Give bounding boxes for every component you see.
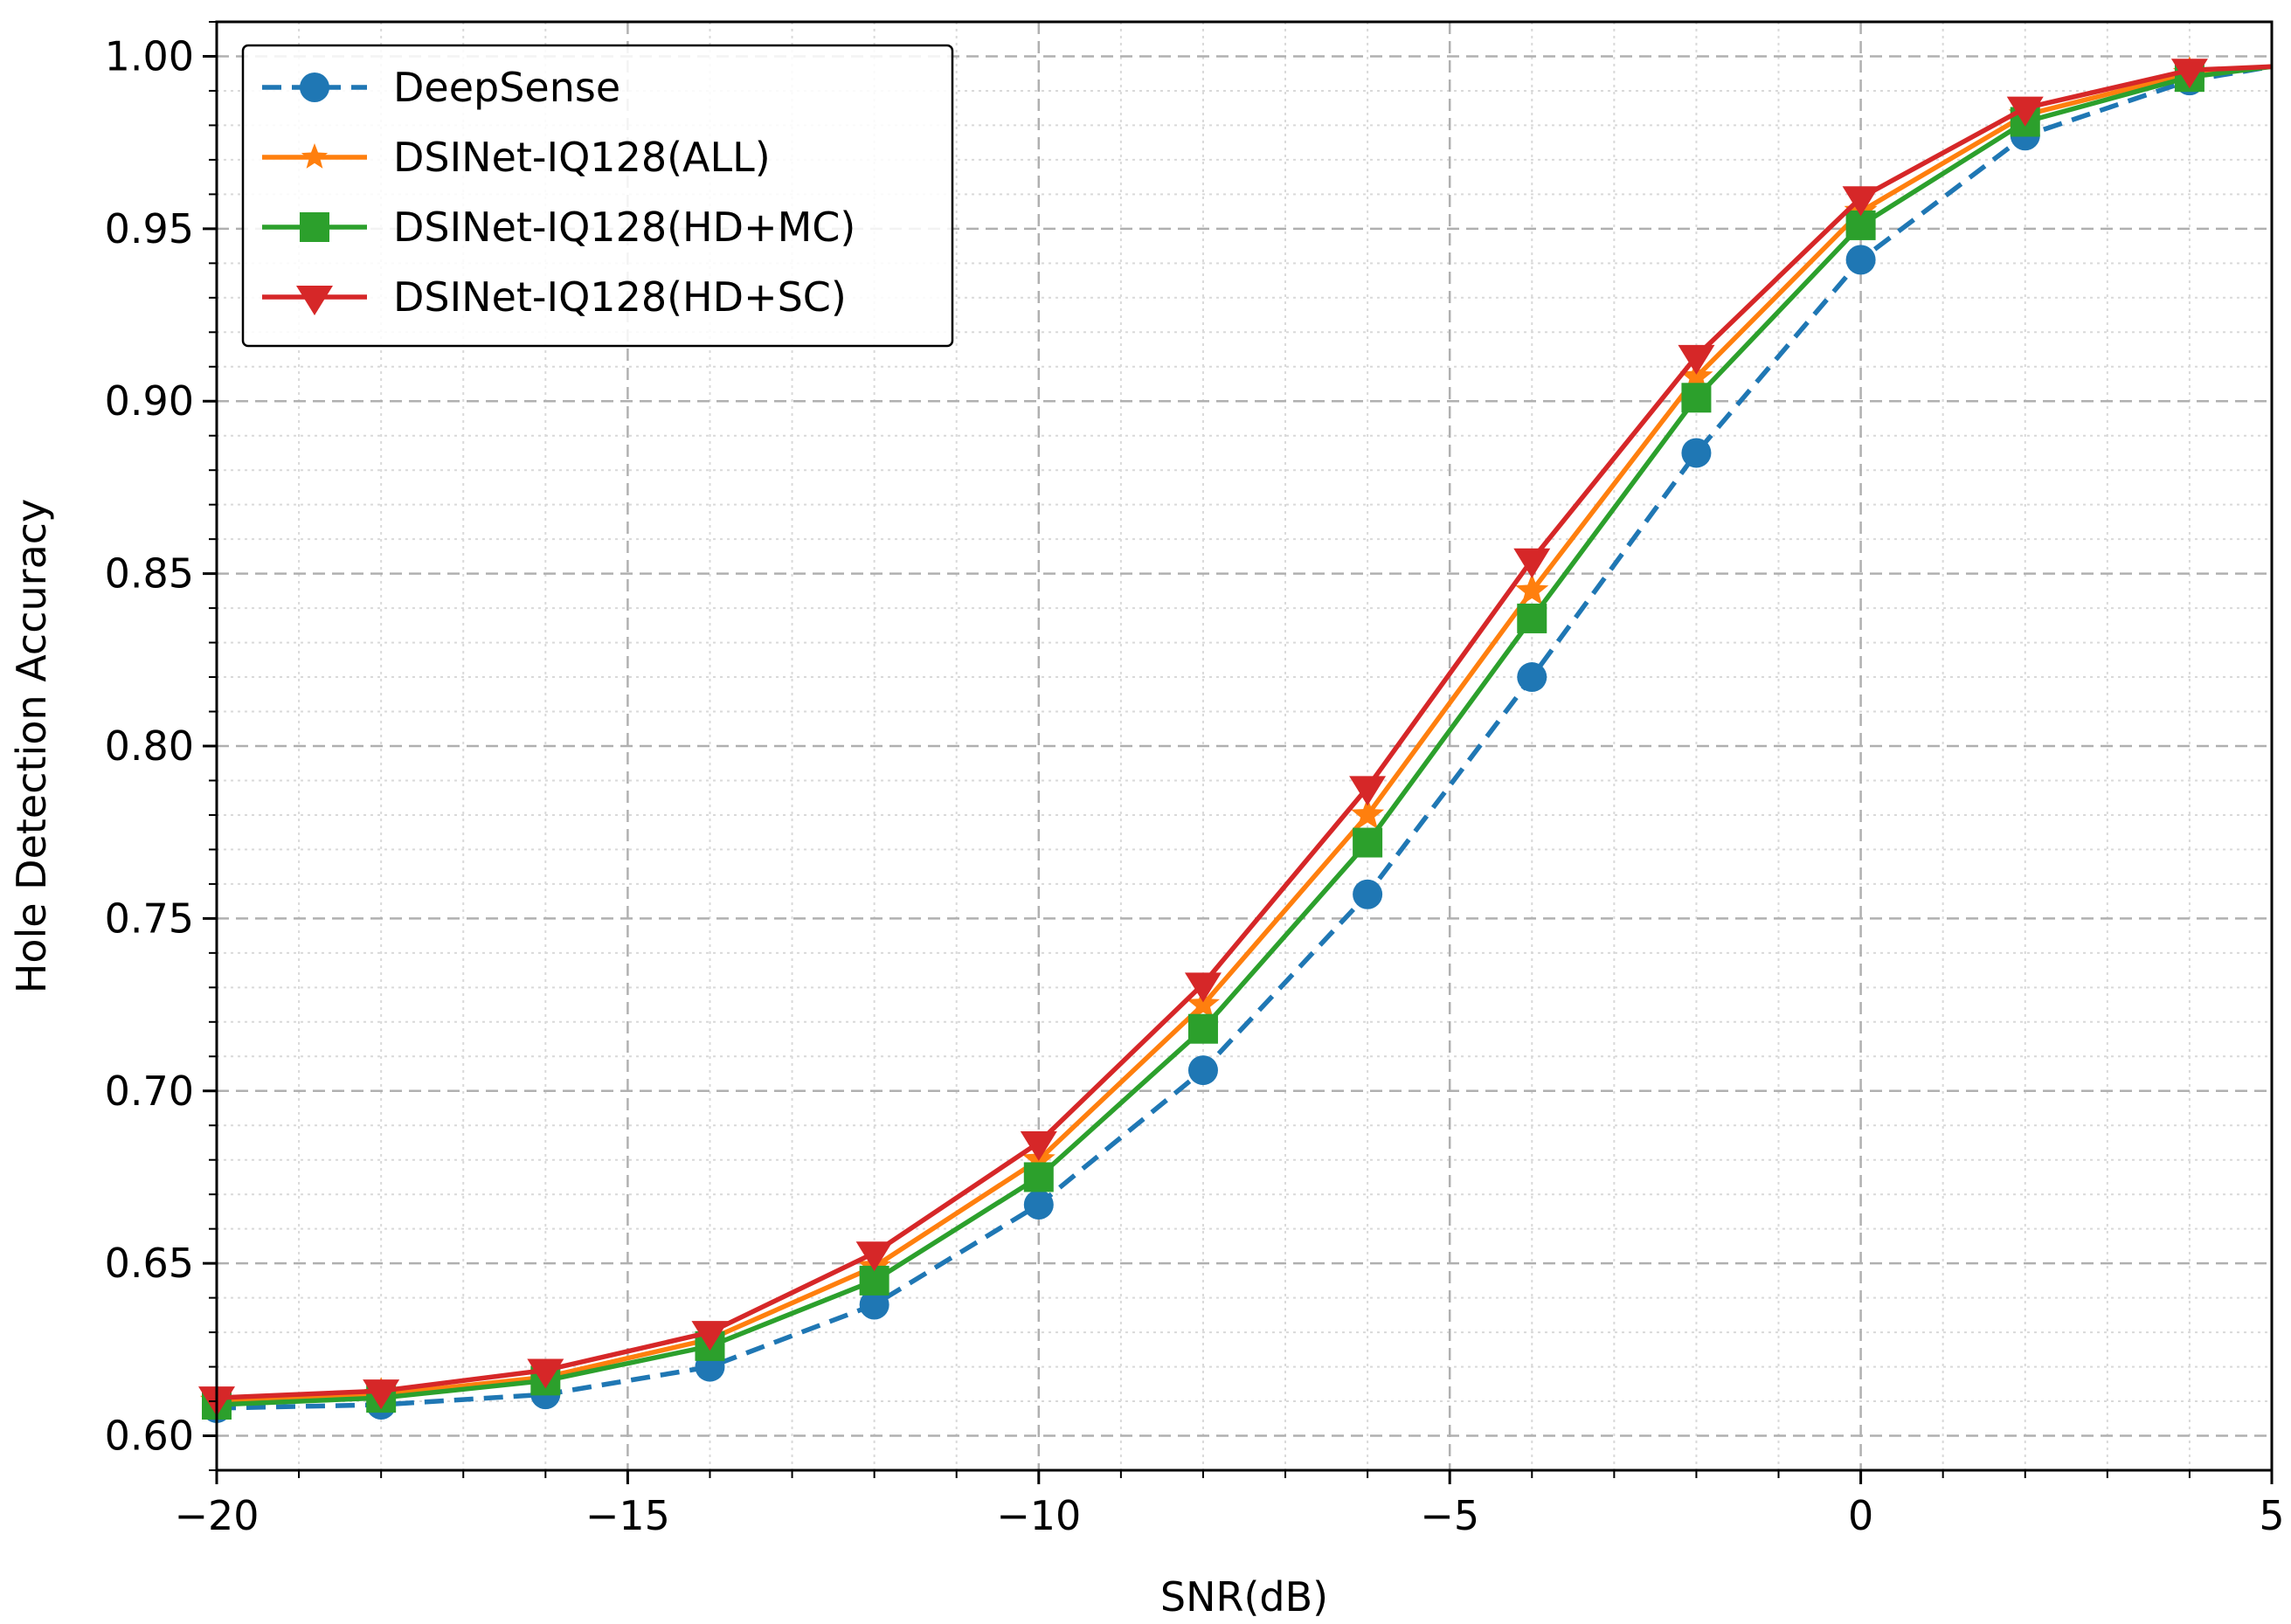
square-marker — [1187, 1013, 1218, 1044]
legend-item-4: DSINet-IQ128(HD+SC) — [262, 273, 847, 321]
legend-circle-marker — [300, 73, 329, 102]
circle-marker — [1517, 662, 1547, 693]
circle-marker — [859, 1289, 889, 1320]
square-marker — [1517, 603, 1547, 633]
x-tick-label: 0 — [1848, 1492, 1873, 1539]
star-marker — [1351, 798, 1385, 830]
legend: DeepSense DSINet-IQ128(ALL) DSINet-IQ128(H… — [241, 44, 954, 348]
y-tick-label: 0.95 — [105, 205, 194, 252]
circle-marker — [1187, 1055, 1218, 1086]
triangle-marker — [1349, 776, 1387, 806]
triangle-marker — [363, 1379, 400, 1410]
legend-box — [241, 44, 954, 348]
circle-marker — [1845, 245, 1876, 275]
y-tick-label: 0.75 — [105, 895, 194, 942]
triangle-marker — [527, 1358, 564, 1389]
x-tick-label: −5 — [1420, 1492, 1479, 1539]
series-line — [216, 64, 2273, 1400]
triangle-marker — [1842, 186, 1879, 217]
circle-marker — [1353, 879, 1383, 909]
minor-grid — [217, 21, 2272, 1471]
star-marker — [1186, 987, 1220, 1019]
x-axis-title: SNR(dB) — [1160, 1573, 1328, 1621]
y-tick-label: 1.00 — [105, 32, 194, 79]
square-marker — [1023, 1162, 1054, 1192]
legend-triangle-marker — [296, 285, 333, 315]
star-marker — [1515, 573, 1549, 605]
y-tick-label: 0.80 — [105, 722, 194, 770]
legend-item-3: DSINet-IQ128(HD+MC) — [262, 204, 855, 251]
triangle-marker — [691, 1321, 729, 1351]
legend-label: DSINet-IQ128(HD+MC) — [393, 204, 855, 251]
x-tick-label: 5 — [2259, 1492, 2284, 1539]
circle-marker — [1023, 1190, 1054, 1220]
square-marker — [1353, 827, 1383, 858]
legend-item-2: DSINet-IQ128(ALL) — [262, 134, 771, 181]
square-marker — [1681, 383, 1712, 413]
triangle-marker — [2006, 96, 2044, 127]
triangle-marker — [1020, 1130, 1057, 1161]
triangle-marker — [1678, 344, 1715, 375]
triangle-marker — [2170, 59, 2208, 89]
axis-ticks: −20 −15 −10 −5 0 5 0.60 0.65 0.70 0.75 0.80 0.85 0.9… — [105, 21, 2285, 1539]
y-tick-label: 0.90 — [105, 377, 194, 425]
x-tick-label: −10 — [996, 1492, 1081, 1539]
series-line — [216, 64, 2273, 1404]
legend-item-1: DeepSense — [262, 64, 620, 111]
series-4 — [198, 59, 2273, 1417]
legend-label: DeepSense — [393, 64, 620, 111]
triangle-marker — [1513, 548, 1551, 578]
triangle-marker — [855, 1241, 893, 1272]
y-tick-label: 0.65 — [105, 1240, 194, 1287]
star-marker — [1679, 359, 1713, 391]
x-tick-label: −20 — [174, 1492, 259, 1539]
y-tick-label: 0.85 — [105, 550, 194, 598]
circle-marker — [1681, 438, 1712, 468]
legend-star-marker — [301, 143, 329, 169]
series-layer — [198, 56, 2273, 1423]
y-axis-title: Hole Detection Accuracy — [8, 499, 55, 994]
legend-square-marker — [300, 212, 329, 242]
legend-label: DSINet-IQ128(ALL) — [393, 134, 771, 181]
x-tick-label: −15 — [585, 1492, 670, 1539]
y-tick-label: 0.60 — [105, 1413, 194, 1460]
series-line — [216, 64, 2273, 1407]
major-grid — [215, 22, 2274, 1470]
legend-label: DSINet-IQ128(HD+SC) — [393, 273, 847, 321]
y-tick-label: 0.70 — [105, 1068, 194, 1115]
triangle-marker — [1184, 972, 1222, 1003]
series-line — [216, 64, 2273, 1411]
